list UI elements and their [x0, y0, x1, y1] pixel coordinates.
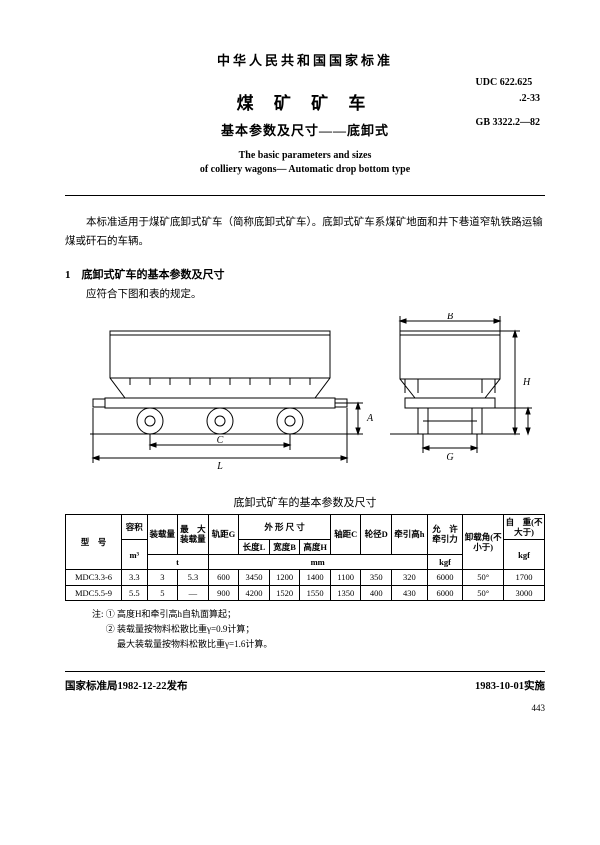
th-load: 装载量	[147, 514, 178, 555]
dim-C: C	[217, 435, 224, 446]
subtitle-chinese: 基本参数及尺寸——底卸式	[65, 120, 545, 139]
national-header: 中华人民共和国国家标准	[65, 50, 545, 69]
th-m3: m³	[122, 540, 147, 570]
udc-code-2: .2-33	[476, 91, 540, 107]
th-length: 长度L	[239, 540, 270, 555]
standard-codes: UDC 622.625 .2-33 GB 3322.2—82	[476, 75, 540, 131]
th-width: 宽度B	[269, 540, 300, 555]
th-dims: 外 形 尺 寸	[239, 514, 331, 539]
table-caption: 底卸式矿车的基本参数及尺寸	[65, 494, 545, 510]
table-row: MDC3.3-6 3.3 3 5.3 600 3450 1200 1400 11…	[66, 570, 545, 585]
footer-issued: 国家标准局1982-12-22发布	[65, 678, 188, 693]
th-wheeldia: 轮径D	[361, 514, 392, 555]
th-height: 高度H	[300, 540, 331, 555]
page-number: 443	[65, 703, 545, 713]
section-num: 1	[65, 269, 71, 281]
table-row: MDC5.5-9 5.5 5 — 900 4200 1520 1550 1350…	[66, 585, 545, 600]
gb-code: GB 3322.2—82	[476, 115, 540, 131]
th-model: 型 号	[66, 514, 122, 570]
title-en-line2: of colliery wagons— Automatic drop botto…	[65, 163, 545, 177]
notes-label: 注:	[92, 609, 104, 619]
dim-D: D	[534, 417, 535, 428]
th-weight: 自 重(不大于)	[504, 514, 545, 539]
parameters-table: 型 号 容积 装载量 最 大装载量 轨距G 外 形 尺 寸 轴距C 轮径D 牵引…	[65, 514, 545, 601]
dim-G: G	[446, 452, 453, 463]
note-3: 最大装载量按物料松散比重γ=1.6计算。	[106, 639, 273, 649]
dim-H: H	[522, 377, 531, 388]
dim-A: A	[366, 413, 374, 424]
th-t: t	[147, 555, 208, 570]
footer-effective: 1983-10-01实施	[475, 678, 545, 693]
note-1: ① 高度H和牵引高h自轨面算起；	[106, 609, 236, 619]
intro-paragraph: 本标准适用于煤矿底卸式矿车（简称底卸式矿车）。底卸式矿车系煤矿地面和井下巷道窄轨…	[65, 214, 545, 252]
footer: 国家标准局1982-12-22发布 1983-10-01实施	[65, 678, 545, 693]
th-maxload: 最 大装载量	[178, 514, 209, 555]
dim-B: B	[447, 313, 453, 322]
divider-top	[65, 195, 545, 196]
th-kgf2: kgf	[504, 540, 545, 570]
th-mm: mm	[208, 555, 427, 570]
section-1-text: 应符合下图和表的规定。	[65, 286, 545, 305]
title-en-line1: The basic parameters and sizes	[65, 149, 545, 163]
th-capacity: 容积	[122, 514, 147, 539]
section-title: 底卸式矿车的基本参数及尺寸	[82, 269, 225, 281]
udc-code-1: UDC 622.625	[476, 75, 540, 91]
th-wheelbase: 轴距C	[330, 514, 361, 555]
note-2: ② 装载量按物料松散比重γ=0.9计算；	[106, 624, 255, 634]
title-chinese: 煤 矿 矿 车	[65, 89, 545, 114]
th-drawh: 牵引高h	[392, 514, 428, 555]
title-english: The basic parameters and sizes of collie…	[65, 149, 545, 177]
divider-bottom	[65, 671, 545, 672]
section-1-heading: 1 底卸式矿车的基本参数及尺寸	[65, 266, 545, 282]
table-notes: 注: ① 高度H和牵引高h自轨面算起； 注: ② 装载量按物料松散比重γ=0.9…	[65, 607, 545, 653]
technical-drawing: L C A	[65, 313, 545, 488]
th-kgf: kgf	[427, 555, 463, 570]
th-angle: 卸载角(不小于)	[463, 514, 504, 570]
th-gauge: 轨距G	[208, 514, 239, 555]
th-drawforce: 允 许牵引力	[427, 514, 463, 555]
dim-L: L	[216, 461, 223, 472]
